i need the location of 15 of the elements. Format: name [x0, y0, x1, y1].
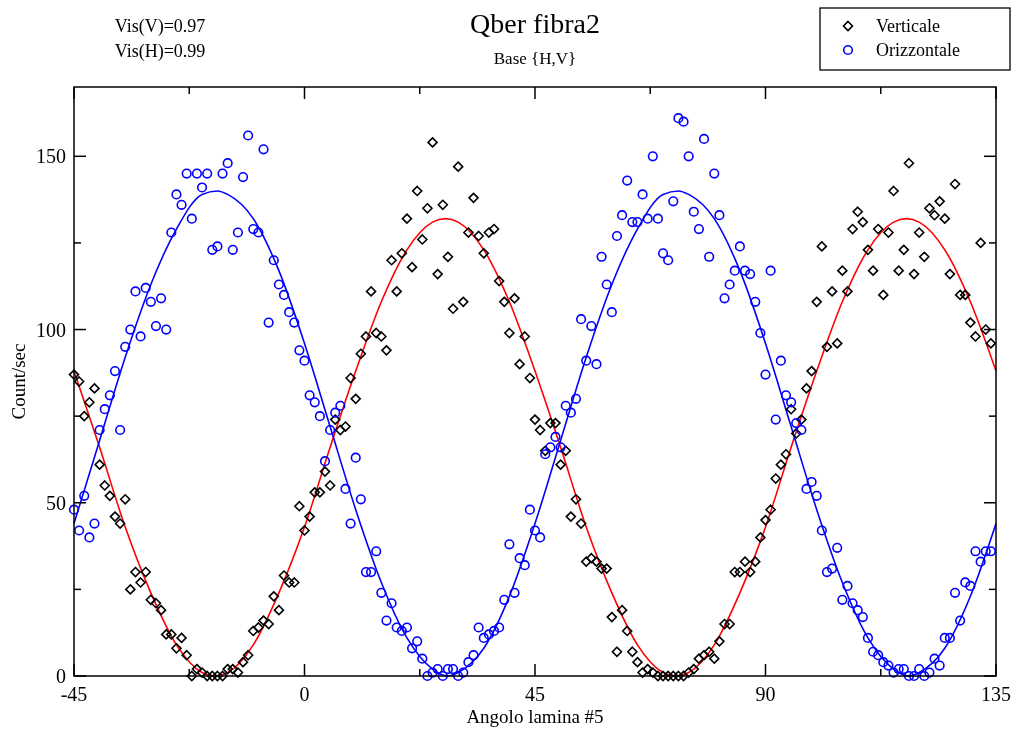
y-tick-label: 150 [36, 145, 66, 168]
x-axis-title: Angolo lamina #5 [466, 706, 604, 727]
legend-label: Verticale [876, 16, 940, 36]
text: Vis(H)=0.99 [114, 41, 206, 62]
chart-subtitle: Base {H,V} [493, 49, 577, 68]
x-tick-label: 0 [299, 683, 310, 705]
y-axis-title: Count/sec [8, 343, 29, 420]
x-tick-label: 45 [525, 683, 545, 705]
x-tick-label: 135 [981, 683, 1011, 705]
y-tick-label: 100 [36, 318, 66, 341]
y-tick-label: 50 [46, 491, 66, 514]
text: Vis(V)=0.97 [114, 16, 206, 37]
legend-label: Orizzontale [876, 40, 960, 60]
chart-title: Qber fibra2 [470, 8, 600, 39]
x-tick-label: 90 [755, 683, 776, 705]
